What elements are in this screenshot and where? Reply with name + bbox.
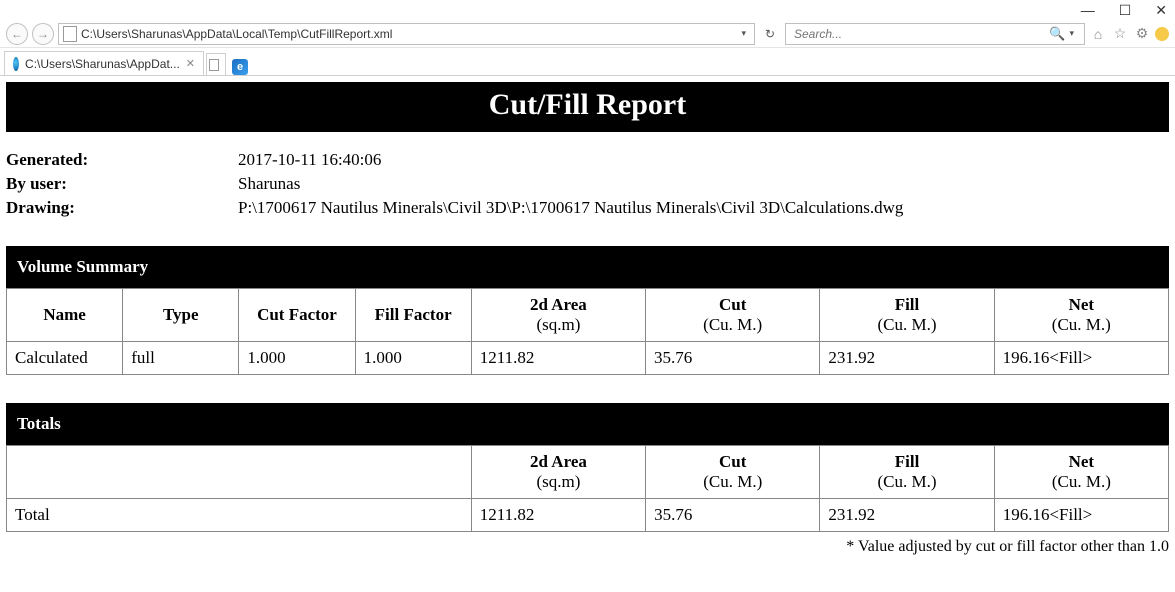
edge-icon[interactable]: e xyxy=(232,59,248,75)
col-cut-unit: (Cu. M.) xyxy=(654,472,811,492)
meta-generated-value: 2017-10-11 16:40:06 xyxy=(238,150,381,170)
col-fill-unit: (Cu. M.) xyxy=(828,315,985,335)
cell-cut: 35.76 xyxy=(646,499,820,532)
cell-cut: 35.76 xyxy=(646,342,820,375)
tab-active[interactable]: C:\Users\Sharunas\AppDat... ✕ xyxy=(4,51,204,75)
col-cut-factor: Cut Factor xyxy=(239,289,355,342)
col-net: Net (Cu. M.) xyxy=(994,289,1168,342)
col-net: Net (Cu. M.) xyxy=(994,446,1168,499)
close-icon[interactable]: ✕ xyxy=(1155,3,1167,17)
report-title: Cut/Fill Report xyxy=(6,82,1169,132)
col-cut: Cut (Cu. M.) xyxy=(646,289,820,342)
tab-title: C:\Users\Sharunas\AppDat... xyxy=(25,57,180,71)
col-area-unit: (sq.m) xyxy=(480,315,637,335)
meta-user: By user: Sharunas xyxy=(6,174,1169,194)
col-area: 2d Area (sq.m) xyxy=(471,446,645,499)
table-header-row: Name Type Cut Factor Fill Factor 2d Area… xyxy=(7,289,1169,342)
col-fill-factor: Fill Factor xyxy=(355,289,471,342)
cell-area: 1211.82 xyxy=(471,499,645,532)
meta-user-label: By user: xyxy=(6,174,238,194)
search-icon[interactable]: 🔍 xyxy=(1049,26,1065,42)
browser-toolbar: ← → C:\Users\Sharunas\AppData\Local\Temp… xyxy=(0,20,1175,48)
cell-cut-factor: 1.000 xyxy=(239,342,355,375)
col-area: 2d Area (sq.m) xyxy=(471,289,645,342)
col-name: Name xyxy=(7,289,123,342)
meta-drawing-value: P:\1700617 Nautilus Minerals\Civil 3D\P:… xyxy=(238,198,903,218)
blank-page-icon xyxy=(209,59,219,71)
table-row: Total 1211.82 35.76 231.92 196.16<Fill> xyxy=(7,499,1169,532)
col-fill-label: Fill xyxy=(895,295,920,314)
col-fill-unit: (Cu. M.) xyxy=(828,472,985,492)
meta-generated: Generated: 2017-10-11 16:40:06 xyxy=(6,150,1169,170)
cell-name: Calculated xyxy=(7,342,123,375)
file-icon xyxy=(63,26,77,42)
col-cut-unit: (Cu. M.) xyxy=(654,315,811,335)
cell-area: 1211.82 xyxy=(471,342,645,375)
col-type: Type xyxy=(123,289,239,342)
volume-summary-table: Name Type Cut Factor Fill Factor 2d Area… xyxy=(6,288,1169,375)
minimize-icon[interactable]: — xyxy=(1081,3,1095,17)
new-tab-button[interactable] xyxy=(206,53,226,75)
search-bar[interactable]: 🔍 ▾ xyxy=(785,23,1085,45)
col-net-label: Net xyxy=(1069,295,1094,314)
footnote: * Value adjusted by cut or fill factor o… xyxy=(6,538,1169,556)
totals-table: 2d Area (sq.m) Cut (Cu. M.) Fill (Cu. M.… xyxy=(6,445,1169,532)
col-area-label: 2d Area xyxy=(530,295,587,314)
tools-icon[interactable]: ⚙ xyxy=(1133,25,1151,42)
home-icon[interactable]: ⌂ xyxy=(1089,26,1107,42)
forward-button[interactable]: → xyxy=(32,23,54,45)
address-bar[interactable]: C:\Users\Sharunas\AppData\Local\Temp\Cut… xyxy=(58,23,755,45)
table-header-row: 2d Area (sq.m) Cut (Cu. M.) Fill (Cu. M.… xyxy=(7,446,1169,499)
cell-label: Total xyxy=(7,499,472,532)
col-blank xyxy=(7,446,472,499)
meta-drawing-label: Drawing: xyxy=(6,198,238,218)
address-dropdown-icon[interactable]: ▾ xyxy=(741,28,746,39)
col-net-unit: (Cu. M.) xyxy=(1003,472,1160,492)
col-area-label: 2d Area xyxy=(530,452,587,471)
col-cut-label: Cut xyxy=(719,452,746,471)
col-cut: Cut (Cu. M.) xyxy=(646,446,820,499)
tab-close-icon[interactable]: ✕ xyxy=(186,57,195,70)
cell-net: 196.16<Fill> xyxy=(994,499,1168,532)
cell-fill: 231.92 xyxy=(820,499,994,532)
tab-strip: C:\Users\Sharunas\AppDat... ✕ e xyxy=(0,48,1175,76)
meta-user-value: Sharunas xyxy=(238,174,300,194)
back-button[interactable]: ← xyxy=(6,23,28,45)
address-text: C:\Users\Sharunas\AppData\Local\Temp\Cut… xyxy=(81,27,737,41)
window-controls: — ☐ ✕ xyxy=(0,0,1175,20)
feedback-icon[interactable] xyxy=(1155,27,1169,41)
col-fill: Fill (Cu. M.) xyxy=(820,289,994,342)
col-net-label: Net xyxy=(1069,452,1094,471)
section-volume-summary: Volume Summary xyxy=(6,246,1169,288)
section-totals: Totals xyxy=(6,403,1169,445)
col-fill: Fill (Cu. M.) xyxy=(820,446,994,499)
report-body: Cut/Fill Report Generated: 2017-10-11 16… xyxy=(0,76,1175,566)
search-input[interactable] xyxy=(792,26,1049,42)
col-fill-label: Fill xyxy=(895,452,920,471)
cell-fill: 231.92 xyxy=(820,342,994,375)
search-dropdown-icon[interactable]: ▾ xyxy=(1069,28,1074,39)
meta-drawing: Drawing: P:\1700617 Nautilus Minerals\Ci… xyxy=(6,198,1169,218)
refresh-button[interactable]: ↻ xyxy=(759,23,781,45)
ie-favicon-icon xyxy=(13,57,19,71)
cell-net: 196.16<Fill> xyxy=(994,342,1168,375)
meta-generated-label: Generated: xyxy=(6,150,238,170)
col-cut-label: Cut xyxy=(719,295,746,314)
table-row: Calculated full 1.000 1.000 1211.82 35.7… xyxy=(7,342,1169,375)
col-area-unit: (sq.m) xyxy=(480,472,637,492)
favorites-icon[interactable]: ☆ xyxy=(1111,25,1129,42)
col-net-unit: (Cu. M.) xyxy=(1003,315,1160,335)
cell-fill-factor: 1.000 xyxy=(355,342,471,375)
cell-type: full xyxy=(123,342,239,375)
maximize-icon[interactable]: ☐ xyxy=(1119,3,1132,17)
